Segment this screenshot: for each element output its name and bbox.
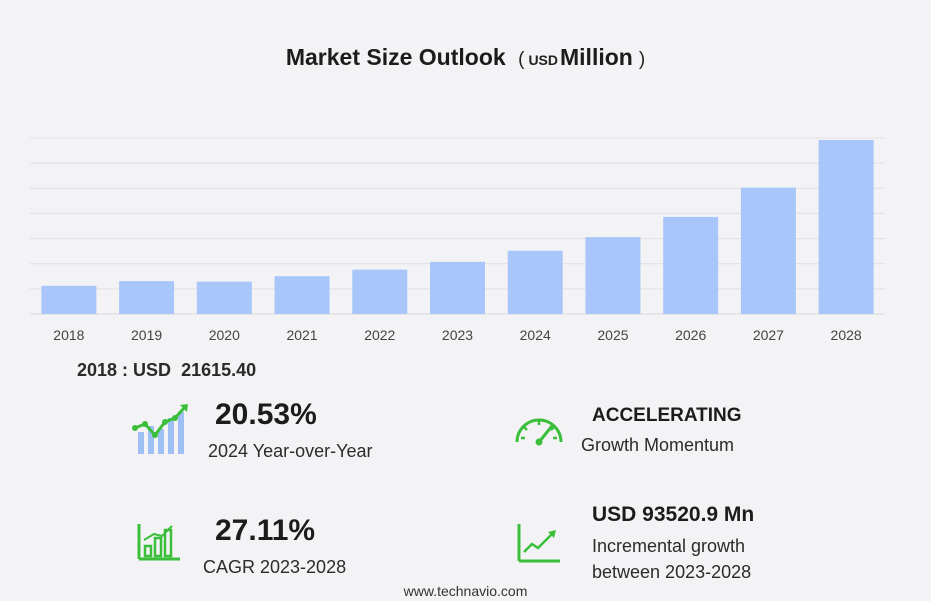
bar-2027 (740, 187, 796, 314)
base-value-number: 21615.40 (181, 360, 257, 380)
bar-2018 (41, 285, 97, 314)
bar-2020 (196, 281, 252, 314)
bar-chart-icon (137, 524, 180, 561)
yoy-label: 2024 Year-over-Year (208, 441, 373, 461)
bar-2024 (507, 250, 563, 314)
yoy-value: 20.53% (215, 398, 317, 431)
incremental-label-line1: Incremental growth (592, 536, 746, 556)
chart-title-main: Market Size Outlook (285, 44, 506, 70)
x-tick-label: 2019 (131, 327, 162, 343)
cagr-value: 27.11% (215, 514, 316, 547)
bar-2025 (585, 237, 641, 314)
title-unit: USD (528, 52, 558, 68)
title-scale: Million (560, 44, 633, 70)
bar-chart: 2018 2019 2020 2021 2022 2023 2024 2025 2026 2027… (30, 137, 885, 343)
bars (41, 139, 874, 314)
cagr-label: CAGR 2023-2028 (203, 557, 347, 577)
incremental-label-line2: between 2023-2028 (592, 562, 752, 582)
base-value: 2018 : USD 21615.40 (77, 360, 256, 381)
source-footer: www.technavio.com (403, 583, 528, 599)
x-tick-label: 2020 (209, 327, 240, 343)
bar-2019 (119, 281, 175, 314)
bar-2028 (818, 139, 874, 314)
bar-2021 (274, 276, 330, 314)
speedometer-icon (515, 418, 563, 446)
x-tick-label: 2023 (442, 327, 473, 343)
x-tick-label: 2022 (364, 327, 395, 343)
bar-2023 (430, 261, 485, 314)
momentum-label: Growth Momentum (581, 435, 735, 455)
chart-title: Market Size Outlook (USDMillion) (0, 44, 931, 71)
x-tick-label: 2027 (753, 327, 784, 343)
title-open-paren: ( (518, 49, 525, 70)
x-tick-label: 2028 (831, 327, 862, 343)
x-tick-labels: 2018 2019 2020 2021 2022 2023 2024 2025 2026 2027… (53, 327, 862, 343)
x-tick-label: 2024 (520, 327, 551, 343)
momentum-value: ACCELERATING (592, 405, 742, 426)
incremental-value: USD 93520.9 Mn (592, 503, 755, 526)
x-tick-label: 2018 (53, 327, 84, 343)
title-close-paren: ) (638, 49, 646, 70)
x-tick-label: 2026 (675, 327, 706, 343)
base-value-label: 2018 : USD (77, 360, 172, 380)
x-tick-label: 2021 (286, 327, 317, 343)
x-tick-label: 2025 (597, 327, 628, 343)
bar-2022 (352, 269, 408, 314)
bar-2026 (663, 216, 719, 314)
trend-line-icon (517, 524, 560, 563)
growth-bars-icon (132, 404, 188, 454)
